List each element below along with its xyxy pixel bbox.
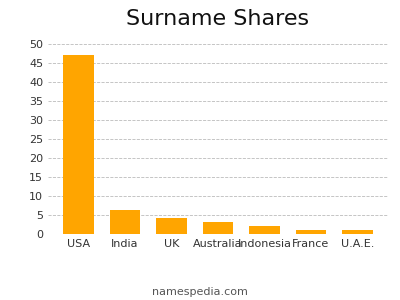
Title: Surname Shares: Surname Shares [126,9,310,29]
Bar [249,226,280,234]
Bar [64,55,94,234]
Bar [110,210,140,234]
Bar [156,218,187,234]
Bar [296,230,326,234]
Bar [203,222,233,234]
Bar [342,230,372,234]
Text: namespedia.com: namespedia.com [152,287,248,297]
